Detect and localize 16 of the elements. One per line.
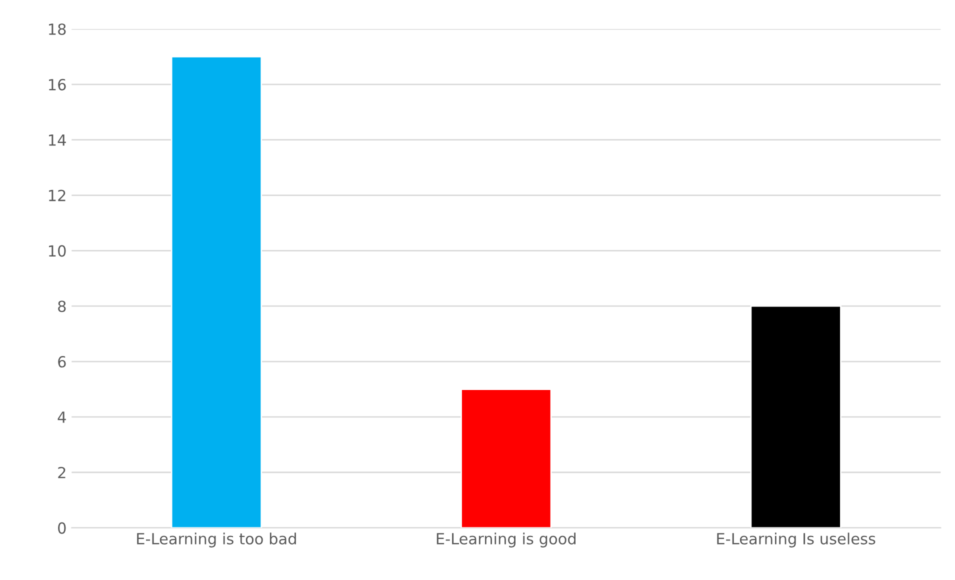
y-tick-label: 0: [58, 522, 66, 534]
y-tick-label: 12: [49, 190, 66, 202]
x-tick-label: E-Learning is good: [436, 532, 576, 548]
y-tick-label: 6: [58, 356, 66, 368]
y-tick-label: 18: [49, 23, 66, 36]
x-tick-label: E-Learning Is useless: [717, 532, 876, 548]
y-tick-label: 2: [58, 466, 66, 478]
y-tick-label: 16: [49, 78, 66, 90]
y-tick-label: 8: [58, 300, 66, 312]
bar: [750, 305, 842, 528]
bar: [460, 388, 552, 528]
x-tick-label: E-Learning is too bad: [137, 532, 296, 548]
y-tick-label: 4: [58, 412, 66, 423]
bar: [170, 56, 262, 528]
y-tick-label: 10: [49, 245, 66, 257]
y-tick-label: 14: [49, 134, 66, 146]
